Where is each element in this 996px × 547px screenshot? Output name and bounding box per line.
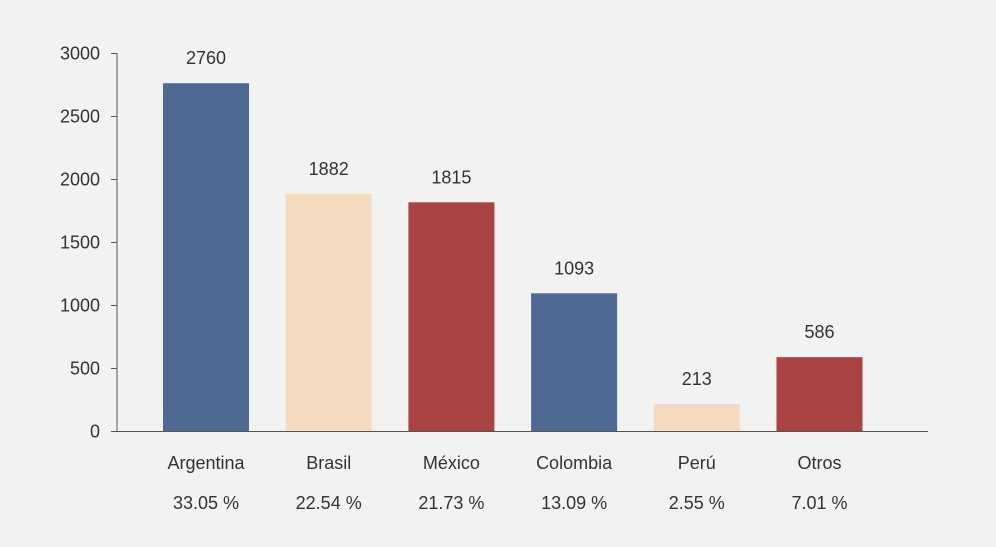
category-label: Brasil xyxy=(306,453,351,473)
y-tick-label: 500 xyxy=(70,359,100,379)
bars xyxy=(163,83,863,432)
bar xyxy=(408,202,495,431)
data-label: 586 xyxy=(804,322,834,342)
data-label: 1815 xyxy=(431,167,471,187)
category-label: Colombia xyxy=(536,453,613,473)
category-labels: Argentina Brasil México Colombia Perú Otros xyxy=(167,453,841,473)
bar xyxy=(531,293,618,431)
bar xyxy=(776,357,863,431)
y-tick-label: 0 xyxy=(90,422,100,442)
share-label: 2.55 % xyxy=(669,493,725,513)
data-label: 1882 xyxy=(309,159,349,179)
bar xyxy=(653,404,740,431)
data-label: 2760 xyxy=(186,48,226,68)
share-label: 21.73 % xyxy=(418,493,484,513)
category-label: Otros xyxy=(797,453,841,473)
y-tick-label: 1500 xyxy=(60,233,100,253)
y-tick-label: 2000 xyxy=(60,170,100,190)
y-axis: 0 500 1000 1500 2000 2500 3000 xyxy=(60,44,118,442)
y-tick-label: 1000 xyxy=(60,296,100,316)
category-label: Perú xyxy=(678,453,716,473)
share-labels: 33.05 % 22.54 % 21.73 % 13.09 % 2.55 % 7.01 % xyxy=(173,493,848,513)
data-label: 1093 xyxy=(554,258,594,278)
category-label: Argentina xyxy=(167,453,245,473)
share-label: 22.54 % xyxy=(296,493,362,513)
share-label: 33.05 % xyxy=(173,493,239,513)
data-labels: 2760 1882 1815 1093 213 586 xyxy=(186,48,835,389)
y-tick-label: 2500 xyxy=(60,107,100,127)
bar xyxy=(163,83,249,432)
share-label: 13.09 % xyxy=(541,493,607,513)
share-label: 7.01 % xyxy=(791,493,847,513)
bar xyxy=(285,193,372,431)
y-tick-label: 3000 xyxy=(60,44,100,64)
data-label: 213 xyxy=(682,369,712,389)
category-label: México xyxy=(423,453,480,473)
